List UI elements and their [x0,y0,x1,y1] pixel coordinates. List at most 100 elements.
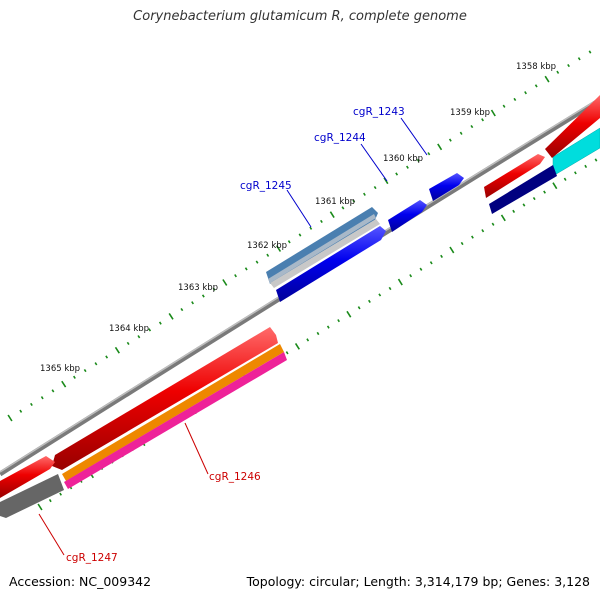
scale-tick-minor [73,375,76,379]
scale-tick-major [168,312,174,320]
scale-tick-major [437,143,443,151]
inner-scale [37,158,598,511]
scale-tick-minor [459,131,463,135]
gene-cgR-1244[interactable] [388,200,427,232]
scale-tick-major [7,414,13,422]
scale-tick-minor [429,261,433,265]
scale-tick-minor [543,190,546,194]
scale-tick-minor [373,185,377,190]
scale-tick-minor [481,118,484,122]
gene-labels: cgR_1243 cgR_1244 cgR_1245 cgR_1246 cgR_… [66,106,405,564]
scale-tick-minor [513,97,517,102]
gene-red-forward-b[interactable] [484,154,545,198]
scale-tick-minor [316,331,320,336]
scale-tick-minor [532,196,536,201]
gene-cgR-1246-pink[interactable] [64,352,287,489]
gene-label-cgR-1243[interactable]: cgR_1243 [353,106,405,118]
scale-tick-minor [341,206,345,210]
accession-text: Accession: NC_009342 [9,574,152,589]
scale-tick-major [329,211,335,219]
scale-tick-minor [48,498,52,503]
gene-label-cgR-1246[interactable]: cgR_1246 [209,471,261,483]
scale-tick-minor [395,172,399,176]
scale-tick-minor [512,209,516,214]
scale-tick-minor [148,328,152,332]
scale-tick-minor [406,165,409,169]
gene-cgR-1245-steel[interactable] [266,207,380,288]
scale-tick-minor [201,294,205,298]
scale-tick-minor [534,84,538,88]
scale-tick-minor [51,389,55,393]
scale-tick-minor [584,164,588,169]
scale-tick-minor [298,233,302,237]
scale-tick-major [222,279,228,286]
scale-tick-minor [491,222,495,226]
scale-tick-minor [105,355,109,359]
scale-tick-minor [337,319,340,323]
scale-tick-minor [522,203,526,207]
leader-lines [38,117,428,556]
kbp-label: 1360 kbp [383,154,423,164]
scale-tick-minor [416,158,420,163]
gene-label-cgR-1244[interactable]: cgR_1244 [314,132,366,144]
scale-tick-minor [502,104,506,108]
scale-tick-minor [460,241,464,246]
scale-tick-major [490,109,496,117]
kbp-label: 1365 kbp [40,364,80,374]
gene-label-cgR-1245[interactable]: cgR_1245 [240,180,292,192]
scale-tick-minor [83,368,87,373]
gene-label-cgR-1247[interactable]: cgR_1247 [66,552,118,564]
scale-tick-major [552,182,558,190]
scale-tick-minor [326,325,330,329]
scale-tick-minor [320,219,323,224]
scale-tick-minor [158,321,162,325]
scale-tick-minor [594,158,598,162]
scale-tick-minor [409,274,413,278]
scale-tick-minor [563,177,567,181]
kbp-label: 1364 kbp [109,324,149,334]
scale-tick-minor [40,396,44,400]
scale-tick-minor [137,335,141,339]
scale-tick-major [383,177,389,185]
scale-tick-minor [191,301,194,305]
scale-tick-minor [255,260,259,264]
scale-tick-minor [378,293,382,297]
outer-scale [7,50,592,422]
gene-cgR-1246-orange[interactable] [62,344,284,481]
scale-tick-minor [481,229,485,233]
scale-tick-minor [30,402,33,407]
scale-tick-minor [388,286,392,291]
gene-navy[interactable] [489,165,557,214]
scale-tick-minor [471,235,474,239]
scale-tick-minor [126,341,130,346]
scale-tick-minor [427,152,431,156]
scale-tick-minor [556,70,560,74]
scale-tick-minor [470,124,474,129]
topology-text: Topology: circular; Length: 3,314,179 bp… [246,574,590,589]
scale-tick-minor [357,306,361,310]
gene-red-forward-a[interactable] [545,95,600,158]
gene-red-short[interactable] [0,456,55,498]
scale-tick-minor [567,63,570,68]
gene-red-long[interactable] [52,327,278,470]
scale-tick-major [276,245,282,252]
scale-tick-minor [577,57,581,61]
scale-tick-minor [419,267,423,271]
kbp-label: 1359 kbp [450,108,490,118]
gene-cgR-1243[interactable] [429,173,464,201]
gene-cgR-1245-blue[interactable] [276,226,386,302]
scale-tick-minor [287,240,291,244]
scale-tick-minor [363,192,366,196]
gene-cgR-1247[interactable] [0,474,64,518]
scale-tick-major [397,278,403,286]
scale-tick-major [114,346,120,354]
scale-tick-minor [180,307,184,312]
kbp-label: 1361 kbp [315,197,355,207]
scale-tick-major [294,342,300,350]
scale-tick-minor [212,287,216,291]
scale-tick-minor [574,171,577,175]
scale-tick-major [61,380,67,388]
scale-tick-minor [588,50,592,54]
